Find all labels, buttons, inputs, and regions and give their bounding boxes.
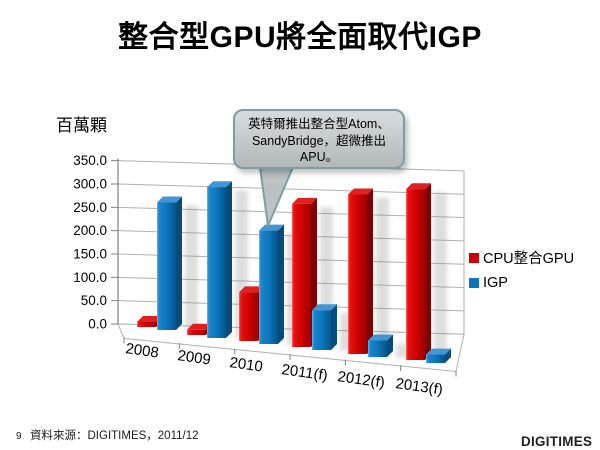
bar-igp-2008 xyxy=(157,196,198,331)
bar-cpu-gpu-2012(f) xyxy=(348,188,389,355)
digitimes-logo: DIGITIMES xyxy=(520,433,592,449)
legend-item-igp: IGP xyxy=(469,275,574,291)
bar-shadow xyxy=(185,205,198,331)
x-category-label: 2012(f) xyxy=(336,368,385,391)
y-tick-label: 200.0 xyxy=(73,223,107,238)
legend-item-cpu-gpu: CPU整合GPU xyxy=(469,247,574,268)
page-number: 9 xyxy=(16,431,22,442)
callout-text: 英特爾推出整合型Atom、SandyBridge，超微推出APU。 xyxy=(248,117,390,164)
callout-tail xyxy=(258,159,297,227)
y-tick-label: 50.0 xyxy=(81,293,107,308)
callout-bubble: 英特爾推出整合型Atom、SandyBridge，超微推出APU。 xyxy=(233,109,405,169)
page-title: 整合型GPU將全面取代IGP xyxy=(118,21,482,54)
x-category-label: 2009 xyxy=(176,347,211,368)
y-axis: 0.0 50.0 100.0 150.0 200.0 250.0 300.0 350.0 xyxy=(73,153,119,332)
x-category-label: 2013(f) xyxy=(394,375,443,398)
y-tick-label: 0.0 xyxy=(88,317,107,332)
bar-shadow xyxy=(376,197,389,355)
bar-igp-2012(f) xyxy=(368,334,409,358)
legend-swatch-blue xyxy=(469,278,479,288)
legend-label-igp: IGP xyxy=(483,275,508,291)
bar-shadow xyxy=(434,192,447,361)
x-category-label: 2011(f) xyxy=(280,361,328,384)
y-tick-label: 250.0 xyxy=(73,200,107,215)
y-tick-label: 150.0 xyxy=(73,246,107,261)
bar-cpu-gpu-2011(f) xyxy=(292,197,333,348)
bar-igp-2013(f) xyxy=(426,348,451,363)
x-axis-labels: 2008 2009 2010 2011(f) 2012(f) 2013(f) xyxy=(124,340,443,398)
y-tick-label: 300.0 xyxy=(73,176,107,191)
x-category-label: 2008 xyxy=(124,340,159,361)
y-axis-unit-label: 百萬顆 xyxy=(56,116,107,135)
source-citation: 資料來源：DIGITIMES，2011/12 xyxy=(30,430,199,442)
legend-swatch-red xyxy=(469,252,479,263)
bar-cpu-gpu-2013(f) xyxy=(406,183,447,361)
bar-shadow xyxy=(396,343,409,358)
bars xyxy=(137,181,451,363)
chart-legend: CPU整合GPU IGP xyxy=(469,247,574,298)
legend-label-cpu-gpu: CPU整合GPU xyxy=(483,251,575,267)
y-tick-label: 350.0 xyxy=(73,153,107,168)
x-category-label: 2010 xyxy=(228,354,263,375)
y-tick-label: 100.0 xyxy=(73,270,107,285)
